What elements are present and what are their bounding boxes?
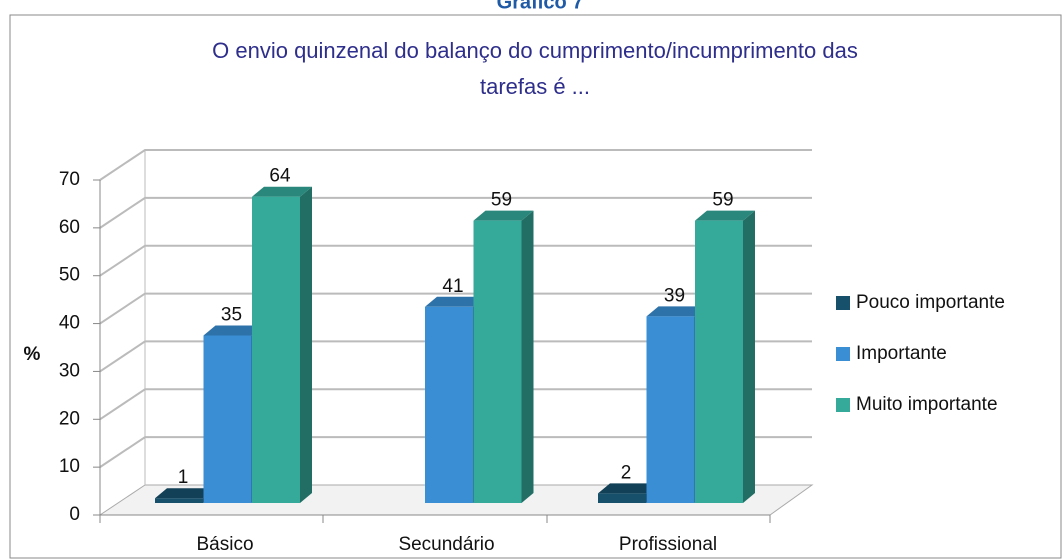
legend-swatch [836, 347, 850, 361]
bar [598, 493, 646, 503]
bar [425, 306, 473, 503]
bar [473, 220, 522, 503]
bar-top [695, 210, 755, 221]
legend-label: Muito importante [856, 394, 998, 415]
data-label: 64 [269, 166, 291, 187]
y-tick-label: 20 [59, 408, 80, 429]
x-tick-label: Secundário [398, 534, 494, 555]
bar-top [598, 483, 658, 494]
bar [252, 196, 300, 503]
legend-label: Pouco importante [856, 292, 1005, 313]
y-tick-label: 50 [59, 265, 80, 286]
bar-top [473, 210, 534, 221]
y-tick-label: 40 [59, 313, 80, 334]
bar-side [521, 210, 534, 503]
data-label: 1 [178, 467, 189, 488]
bar [646, 316, 695, 503]
y-tick-label: 70 [59, 169, 80, 190]
data-label: 41 [442, 276, 463, 297]
y-tick-label: 0 [69, 504, 80, 525]
data-label: 39 [664, 285, 685, 306]
chart-title: tarefas é ... [480, 74, 590, 99]
bar-top [646, 306, 707, 317]
bar [203, 335, 252, 503]
legend-label: Importante [856, 343, 947, 364]
bar-top [425, 296, 485, 307]
x-tick-label: Básico [196, 534, 253, 555]
bar-side [300, 186, 312, 503]
data-label: 35 [221, 305, 242, 326]
legend-swatch [836, 296, 850, 310]
bar-side [743, 210, 755, 503]
y-tick-label: 30 [59, 360, 80, 381]
chart-border [9, 14, 1062, 559]
y-tick-label: 60 [59, 217, 80, 238]
chart-title: O envio quinzenal do balanço do cumprime… [212, 38, 858, 63]
bar-top [252, 186, 312, 197]
legend-swatch [836, 398, 850, 412]
bar [155, 498, 203, 503]
bar [695, 220, 743, 503]
data-label: 2 [621, 462, 632, 483]
x-tick-label: Profissional [619, 534, 717, 555]
bar-top [203, 325, 264, 336]
y-axis-label: % [24, 344, 41, 365]
heading: Gráfico 7 [497, 0, 584, 13]
bar-top [155, 488, 215, 499]
data-label: 59 [712, 190, 733, 211]
y-tick-label: 10 [59, 456, 80, 477]
data-label: 59 [491, 190, 512, 211]
